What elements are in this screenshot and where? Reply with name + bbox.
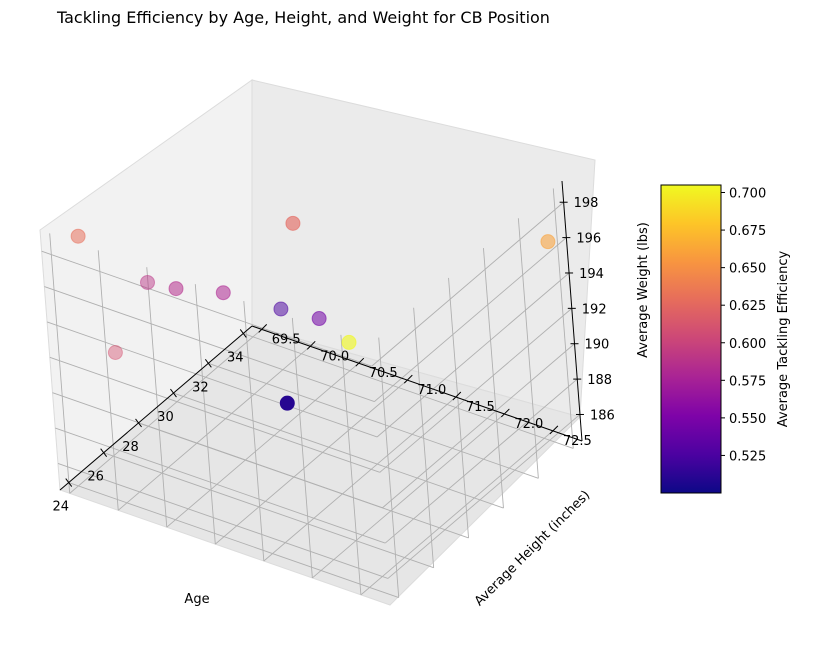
scatter-point (311, 311, 327, 327)
colorbar-tick-label: 0.550 (729, 412, 766, 427)
y-tick-label: 70.0 (320, 349, 349, 364)
gridline-y-wall (194, 284, 216, 545)
gridline-y-wall (340, 334, 362, 595)
gridline-y-floor (166, 362, 360, 528)
x-tick-mark (204, 358, 212, 368)
colorbar-tick-label: 0.525 (729, 449, 766, 464)
scatter-point (107, 344, 123, 360)
colorbar-tick-label: 0.700 (729, 187, 766, 202)
y-tick-mark (306, 340, 316, 350)
gridline-x-floor (68, 482, 399, 598)
gridline-y-floor (215, 379, 408, 545)
gridline-z-left (57, 463, 389, 579)
colorbar-tick-label: 0.650 (729, 262, 766, 277)
gridline-z-back (384, 378, 578, 544)
x-tick-label: 32 (192, 380, 209, 395)
colorbar-tick-label: 0.625 (729, 299, 766, 314)
y-tick-label: 70.5 (369, 366, 398, 381)
x-axis-line (59, 325, 253, 491)
gridline-z-left (52, 392, 383, 509)
colorbar-ticks: 0.525 0.550 0.575 0.600 0.625 0.650 0.675 0.700 (721, 187, 766, 464)
x-tick-label: 34 (227, 350, 244, 365)
y-tick-label: 72.0 (514, 417, 543, 432)
axis-lines (59, 180, 583, 491)
gridline-y-floor (263, 396, 457, 562)
x-axis-ticks: 24 26 28 30 32 34 (52, 329, 247, 515)
gridline-y-wall (243, 300, 265, 562)
x-axis-label: Age (184, 592, 209, 607)
y-tick-label: 71.0 (417, 383, 446, 398)
y-axis-ticks: 69.5 70.0 70.5 71.0 71.5 72.0 72.5 (258, 324, 592, 449)
x-tick-mark (135, 418, 142, 428)
colorbar (660, 184, 722, 494)
colorbar-label: Average Tackling Efficiency (776, 250, 791, 427)
gridline-z-back (371, 201, 564, 367)
gridline-z-back (387, 414, 581, 579)
z-tick-label: 188 (587, 373, 612, 388)
z-axis-label: Average Weight (lbs) (636, 222, 651, 358)
y-tick-mark (403, 374, 413, 384)
gridline-y-wall (146, 267, 168, 528)
x-tick-mark (170, 388, 177, 398)
colorbar-tick-label: 0.600 (729, 337, 766, 352)
gridline-z-back (382, 343, 575, 509)
gridline-y-floor (360, 430, 554, 596)
scatter-point (341, 334, 357, 350)
axes-panes (39, 79, 596, 606)
z-tick-label: 186 (590, 408, 615, 423)
x-tick-mark (65, 478, 73, 487)
y-axis-line (251, 325, 583, 442)
scatter-point (285, 215, 301, 231)
gridline-z-left (44, 286, 375, 403)
gridline-y-wall (291, 317, 313, 578)
scatter-point (540, 234, 556, 250)
gridline-z-back (374, 237, 567, 402)
colorbar-tick-label: 0.575 (729, 374, 766, 389)
x-tick-label: 30 (157, 410, 174, 425)
y-tick-mark (500, 408, 510, 418)
data-points (70, 215, 556, 411)
colorbar-tick-label: 0.675 (729, 224, 766, 239)
scatter-point (168, 281, 184, 297)
x-tick-label: 28 (122, 440, 139, 455)
y-tick-label: 72.5 (563, 434, 592, 449)
gridline-z-left (41, 250, 372, 367)
gridline-x-wall (552, 188, 574, 449)
gridline-z-left (49, 356, 380, 473)
x-tick-mark (239, 329, 247, 338)
gridline-x-floor (103, 452, 434, 569)
scatter-point (273, 301, 289, 317)
scatter-point (279, 395, 295, 411)
gridline-y-wall (97, 250, 119, 511)
z-axis-line (561, 180, 583, 442)
gridlines (41, 188, 581, 598)
y-tick-mark (355, 357, 365, 367)
z-tick-label: 196 (576, 232, 601, 247)
y-tick-label: 69.5 (272, 332, 301, 347)
z-tick-label: 190 (585, 338, 610, 353)
y-tick-mark (258, 324, 268, 333)
gridline-y-floor (117, 345, 311, 511)
z-axis-ticks: 186 188 190 192 194 196 198 (559, 196, 615, 423)
scatter-point (140, 274, 156, 290)
z-tick-label: 192 (582, 302, 607, 317)
gridline-z-back (376, 272, 570, 438)
scatter-point (215, 285, 231, 301)
gridline-z-left (46, 321, 378, 438)
scatter-point (70, 228, 86, 244)
gridline-y-floor (312, 413, 505, 579)
x-tick-label: 26 (87, 470, 104, 485)
y-tick-mark (452, 391, 462, 401)
gridline-z-back (379, 308, 573, 473)
chart-title: Tackling Efficiency by Age, Height, and … (56, 8, 550, 27)
x-tick-mark (100, 448, 108, 458)
z-tick-label: 194 (579, 267, 604, 282)
gridline-y-floor (69, 329, 262, 494)
y-tick-label: 71.5 (466, 400, 495, 415)
x-tick-label: 24 (52, 500, 69, 515)
y-tick-mark (549, 425, 559, 435)
z-tick-label: 198 (574, 196, 599, 211)
gridline-y-wall (49, 233, 71, 494)
